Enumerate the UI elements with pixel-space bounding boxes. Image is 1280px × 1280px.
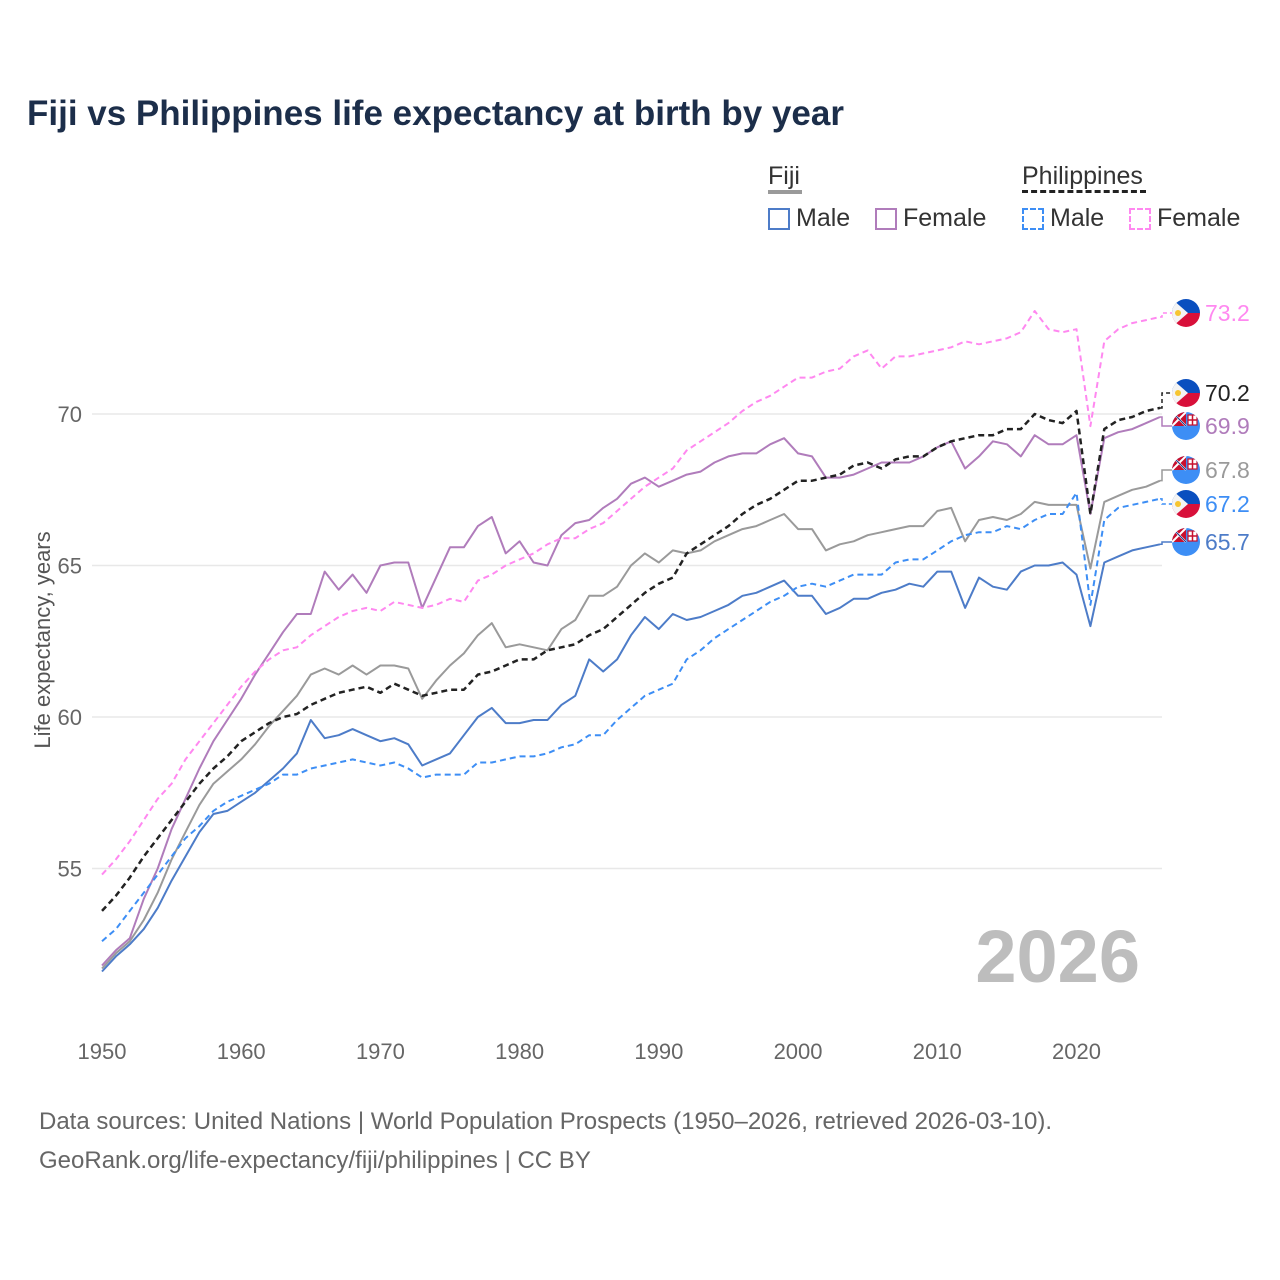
legend-swatch — [768, 207, 790, 230]
philippines-flag-icon — [1172, 299, 1200, 327]
legend-swatch — [1022, 207, 1044, 230]
fiji-flag-icon — [1172, 528, 1200, 556]
x-tick-label: 1970 — [356, 1039, 405, 1064]
end-connector — [1160, 416, 1172, 427]
footer-sources: Data sources: United Nations | World Pop… — [39, 1108, 1053, 1135]
legend-item-philippines-male[interactable]: Male — [1022, 204, 1104, 233]
legend-fiji-label: Fiji — [768, 162, 800, 190]
x-tick-label: 1980 — [495, 1039, 544, 1064]
end-value-label: 67.8 — [1205, 457, 1250, 483]
philippines-flag-icon — [1172, 490, 1200, 518]
legend-swatch — [875, 207, 897, 230]
end-value-label: 67.2 — [1205, 491, 1250, 517]
legend-fiji-header: Fiji — [768, 162, 802, 194]
legend-item-fiji-female[interactable]: Female — [875, 204, 986, 233]
legend-label: Female — [1157, 204, 1241, 232]
y-tick-label: 60 — [58, 705, 82, 730]
y-tick-label: 55 — [58, 857, 82, 882]
legend-swatch — [1129, 207, 1151, 230]
legend-label: Female — [903, 204, 987, 232]
y-tick-label: 65 — [58, 554, 82, 579]
x-tick-label: 2020 — [1052, 1039, 1101, 1064]
legend-philippines-line — [1022, 190, 1146, 193]
year-watermark: 2026 — [975, 915, 1140, 998]
x-axis-ticks: 1950 1960 1970 1980 1990 2000 2010 2020 — [78, 1039, 1101, 1064]
end-connector — [1160, 312, 1172, 318]
fiji-flag-icon — [1172, 412, 1200, 440]
legend-item-philippines-female[interactable]: Female — [1129, 204, 1240, 233]
end-connector — [1160, 541, 1172, 546]
end-value-label: 70.2 — [1205, 380, 1250, 406]
x-tick-label: 1990 — [634, 1039, 683, 1064]
y-tick-label: 70 — [58, 402, 82, 427]
philippines-flag-icon — [1172, 379, 1200, 407]
series-line-fiji_total — [101, 479, 1161, 970]
series-line-ph_female — [101, 310, 1161, 876]
series-line-fiji_male — [101, 543, 1161, 973]
end-connector — [1160, 469, 1172, 482]
end-labels: 67.8 65.7 69.9 70.2 67.2 73.2 — [1160, 299, 1250, 556]
x-tick-label: 2010 — [913, 1039, 962, 1064]
series-line-ph_total — [101, 406, 1161, 912]
series-line-fiji_female — [101, 416, 1161, 967]
series-lines — [101, 310, 1161, 973]
legend-label: Male — [1050, 204, 1105, 232]
end-value-label: 73.2 — [1205, 300, 1250, 326]
end-value-label: 69.9 — [1205, 413, 1250, 439]
legend-fiji-line — [768, 190, 802, 194]
legend-item-fiji-male[interactable]: Male — [768, 204, 850, 233]
fiji-flag-icon — [1172, 456, 1200, 484]
x-tick-label: 2000 — [774, 1039, 823, 1064]
chart-title: Fiji vs Philippines life expectancy at b… — [27, 94, 844, 133]
end-connector — [1160, 498, 1172, 505]
legend-philippines-header: Philippines — [1022, 162, 1146, 193]
legend-philippines-label: Philippines — [1022, 162, 1143, 190]
x-tick-label: 1950 — [78, 1039, 127, 1064]
series-line-ph_male — [101, 491, 1161, 942]
end-connector — [1160, 392, 1172, 409]
x-tick-label: 1960 — [217, 1039, 266, 1064]
y-axis-ticks: 55 60 65 70 — [58, 402, 82, 882]
y-axis-label: Life expectancy, years — [30, 531, 55, 748]
gridlines — [92, 413, 1162, 870]
footer-link[interactable]: GeoRank.org/life-expectancy/fiji/philipp… — [39, 1147, 591, 1174]
end-value-label: 65.7 — [1205, 529, 1250, 555]
legend-label: Male — [796, 204, 851, 232]
